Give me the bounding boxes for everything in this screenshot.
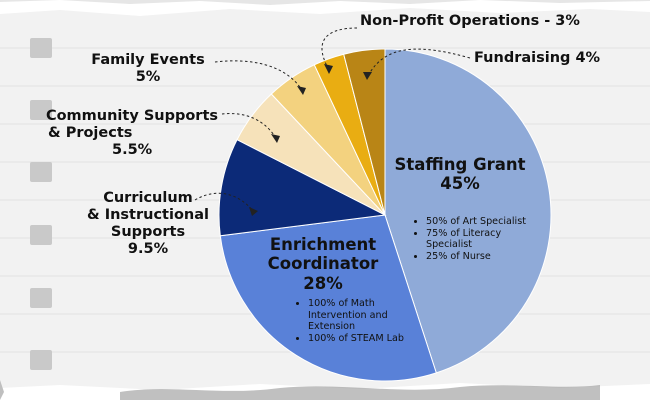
label-nonprofit: Non-Profit Operations - 3%: [360, 13, 580, 30]
staffing-bullets: 50% of Art Specialist 75% of Literacy Sp…: [414, 216, 546, 263]
enrichment-title-1: Enrichment: [269, 235, 377, 254]
leader-curriculum: [194, 192, 255, 213]
label-staffing-grant: Staffing Grant 45%: [392, 155, 528, 194]
pie-slice-2: [218, 138, 387, 237]
nonprofit-text: Non-Profit Operations - 3%: [360, 13, 580, 29]
arrowhead-fundraising: [363, 72, 372, 80]
enrichment-pct: 28%: [303, 273, 343, 293]
fundraising-text: Fundraising 4%: [474, 50, 601, 66]
label-fundraising: Fundraising 4%: [474, 50, 600, 67]
arrowhead-family: [297, 86, 306, 95]
enrichment-title-2: Coordinator: [267, 254, 379, 274]
community-line-1: Community Supports: [45, 108, 219, 124]
pie-slice-0: [384, 48, 552, 374]
staffing-bullet: 25% of Nurse: [426, 251, 546, 263]
curriculum-pct: 9.5%: [127, 241, 169, 258]
pie-slice-1: [219, 214, 437, 382]
arrowhead-curriculum: [249, 207, 258, 216]
enrichment-bullets: 100% of Math Intervention and Extension …: [296, 298, 426, 345]
pie-slice-6: [343, 48, 386, 216]
leader-community: [221, 113, 277, 139]
staffing-pct: 45%: [440, 174, 480, 194]
label-family-events: Family Events 5%: [88, 52, 208, 86]
family-line-1: Family Events: [91, 52, 205, 68]
staffing-title: Staffing Grant: [394, 155, 526, 174]
arrowhead-community: [271, 134, 280, 143]
curriculum-line-3: Supports: [110, 224, 186, 241]
leader-nonprofit: [321, 27, 358, 69]
community-line-2: & Projects: [48, 125, 133, 142]
curriculum-line-2: & Instructional: [87, 207, 209, 224]
label-enrichment-coordinator: Enrichment Coordinator 28%: [258, 235, 388, 293]
label-community: Community Supports & Projects 5.5%: [44, 108, 220, 159]
staffing-bullet: 75% of Literacy Specialist: [426, 228, 546, 251]
enrichment-bullet: 100% of Math Intervention and Extension: [308, 298, 426, 333]
leader-fundraising: [367, 48, 471, 77]
family-pct: 5%: [135, 69, 161, 86]
curriculum-line-1: Curriculum: [103, 190, 193, 206]
arrowhead-nonprofit: [324, 64, 333, 74]
leader-family: [214, 60, 303, 91]
community-pct: 5.5%: [112, 142, 153, 159]
staffing-bullet: 50% of Art Specialist: [426, 216, 546, 228]
label-curriculum: Curriculum & Instructional Supports 9.5%: [86, 190, 210, 258]
enrichment-bullet: 100% of STEAM Lab: [308, 333, 426, 345]
